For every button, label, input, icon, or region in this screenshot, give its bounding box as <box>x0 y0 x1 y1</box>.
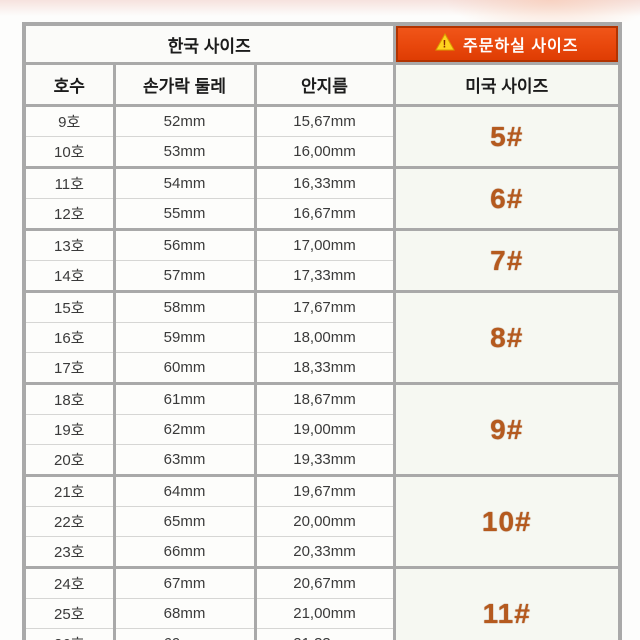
diameter-cell: 21,00mm <box>253 598 396 629</box>
table-row: 20호 63mm 19,33mm <box>22 444 620 477</box>
korean-size-cell: 10호 <box>22 136 116 169</box>
col-header-size: 호수 <box>22 62 116 107</box>
table-row: 25호 68mm 21,00mm <box>22 598 620 629</box>
circumference-cell: 61mm <box>112 383 257 415</box>
col-header-circumference: 손가락 둘레 <box>112 62 257 107</box>
korean-size-cell: 14호 <box>22 260 116 293</box>
diameter-cell: 16,00mm <box>253 136 396 169</box>
table-row: 10호 53mm 16,00mm <box>22 136 620 169</box>
table-row: 9호 52mm 15,67mm 5# <box>22 104 622 169</box>
order-size-header: ! 주문하실 사이즈 <box>392 22 622 65</box>
table-row: 14호 57mm 17,33mm <box>22 260 620 293</box>
korean-size-cell: 25호 <box>22 598 116 629</box>
korean-size-cell: 16호 <box>22 322 116 353</box>
diameter-cell: 20,00mm <box>253 506 396 537</box>
diameter-cell: 16,33mm <box>253 167 396 199</box>
diameter-cell: 18,67mm <box>253 383 396 415</box>
diameter-cell: 18,00mm <box>253 322 396 353</box>
circumference-cell: 62mm <box>112 414 257 445</box>
warning-icon: ! <box>435 32 455 56</box>
korean-size-cell: 15호 <box>22 291 116 323</box>
us-size-cell: 7# <box>392 228 622 293</box>
table-row: 24호 67mm 20,67mm 11# <box>22 566 622 640</box>
column-header-row: 호수 손가락 둘레 안지름 미국 사이즈 <box>22 62 622 107</box>
korean-size-cell: 22호 <box>22 506 116 537</box>
table-row: 21호 64mm 19,67mm 10# <box>22 474 622 569</box>
svg-text:!: ! <box>443 38 448 50</box>
us-size-cell: 5# <box>392 104 622 169</box>
us-size-cell: 6# <box>392 166 622 231</box>
table-row: 23호 66mm 20,33mm <box>22 536 620 569</box>
korean-size-cell: 24호 <box>22 567 116 599</box>
korean-size-cell: 23호 <box>22 536 116 569</box>
diameter-cell: 19,67mm <box>253 475 396 507</box>
korean-size-cell: 18호 <box>22 383 116 415</box>
diameter-cell: 20,67mm <box>253 567 396 599</box>
circumference-cell: 66mm <box>112 536 257 569</box>
table-row: 13호 56mm 17,00mm 7# <box>22 228 622 293</box>
col-header-us-size: 미국 사이즈 <box>392 62 622 107</box>
table-row: 12호 55mm 16,67mm <box>22 198 620 231</box>
diameter-cell: 17,67mm <box>253 291 396 323</box>
diameter-cell: 20,33mm <box>253 536 396 569</box>
table-row: 11호 54mm 16,33mm 6# <box>22 166 622 231</box>
circumference-cell: 54mm <box>112 167 257 199</box>
diameter-cell: 17,00mm <box>253 229 396 261</box>
circumference-cell: 52mm <box>112 105 257 137</box>
korean-size-cell: 17호 <box>22 352 116 385</box>
table-row: 16호 59mm 18,00mm <box>22 322 620 353</box>
korean-size-cell: 9호 <box>22 105 116 137</box>
circumference-cell: 55mm <box>112 198 257 231</box>
circumference-cell: 56mm <box>112 229 257 261</box>
korean-size-cell: 13호 <box>22 229 116 261</box>
circumference-cell: 63mm <box>112 444 257 477</box>
korea-size-header: 한국 사이즈 <box>22 22 396 65</box>
circumference-cell: 53mm <box>112 136 257 169</box>
header-group-row: 한국 사이즈 ! 주문하실 사이즈 <box>22 22 622 65</box>
diameter-cell: 19,33mm <box>253 444 396 477</box>
diameter-cell: 15,67mm <box>253 105 396 137</box>
korean-size-cell: 21호 <box>22 475 116 507</box>
diameter-cell: 19,00mm <box>253 414 396 445</box>
circumference-cell: 57mm <box>112 260 257 293</box>
us-size-cell: 9# <box>392 382 622 477</box>
diameter-cell: 18,33mm <box>253 352 396 385</box>
korean-size-cell: 20호 <box>22 444 116 477</box>
circumference-cell: 69mm <box>112 628 257 640</box>
circumference-cell: 59mm <box>112 322 257 353</box>
circumference-cell: 64mm <box>112 475 257 507</box>
us-size-cell: 10# <box>392 474 622 569</box>
diameter-cell: 21,33mm <box>253 628 396 640</box>
circumference-cell: 60mm <box>112 352 257 385</box>
table-row: 26호 69mm 21,33mm <box>22 628 620 640</box>
table-row: 18호 61mm 18,67mm 9# <box>22 382 622 477</box>
circumference-cell: 67mm <box>112 567 257 599</box>
korean-size-cell: 12호 <box>22 198 116 231</box>
circumference-cell: 68mm <box>112 598 257 629</box>
diameter-cell: 16,67mm <box>253 198 396 231</box>
circumference-cell: 65mm <box>112 506 257 537</box>
korean-size-cell: 26호 <box>22 628 116 640</box>
col-header-diameter: 안지름 <box>253 62 396 107</box>
table-row: 15호 58mm 17,67mm 8# <box>22 290 622 385</box>
table-row: 22호 65mm 20,00mm <box>22 506 620 537</box>
table-row: 17호 60mm 18,33mm <box>22 352 620 385</box>
us-size-cell: 8# <box>392 290 622 385</box>
us-size-cell: 11# <box>392 566 622 640</box>
korean-size-cell: 11호 <box>22 167 116 199</box>
circumference-cell: 58mm <box>112 291 257 323</box>
diameter-cell: 17,33mm <box>253 260 396 293</box>
korean-size-cell: 19호 <box>22 414 116 445</box>
ring-size-conversion-table: 한국 사이즈 ! 주문하실 사이즈 호수 손가락 둘레 안지름 미국 사이즈 9… <box>22 22 622 640</box>
order-size-header-label: 주문하실 사이즈 <box>463 38 579 55</box>
